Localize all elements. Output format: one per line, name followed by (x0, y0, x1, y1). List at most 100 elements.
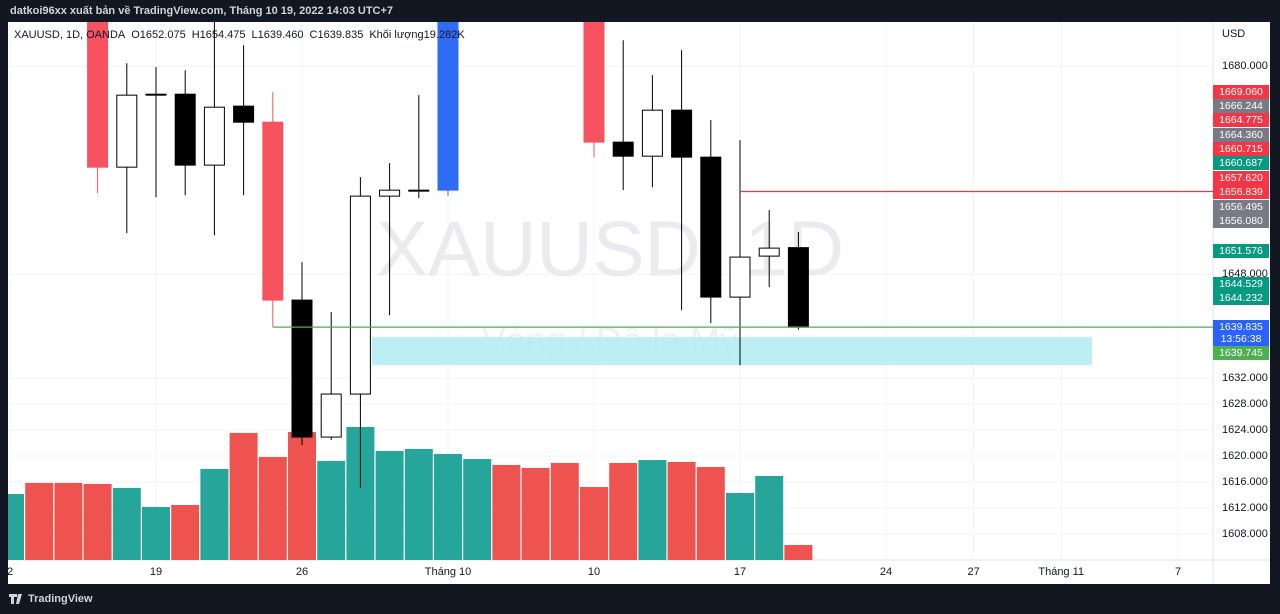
price-label: 1660.715 (1219, 143, 1263, 155)
countdown: 13:56:38 (1221, 333, 1262, 345)
volume-bar (784, 544, 813, 560)
volume-bar (317, 460, 346, 560)
price-label-box (1213, 277, 1269, 291)
price-label: 1656.839 (1219, 186, 1263, 198)
price-label: 1656.495 (1219, 201, 1263, 213)
price-label: 1656.080 (1219, 215, 1263, 227)
y-tick-label: 1608.000 (1222, 528, 1268, 540)
volume-bar (171, 504, 200, 560)
plot: XAUUSD, 1DVàng / Đô la Mỹ (8, 22, 1213, 560)
price-label: 1664.775 (1219, 114, 1263, 126)
y-tick-label: 1620.000 (1222, 450, 1268, 462)
candle-body (262, 121, 284, 301)
x-tick-label: 10 (588, 566, 600, 578)
y-tick-label: 1680.000 (1222, 60, 1268, 72)
candle-body (233, 105, 255, 123)
y-tick-label: 1632.000 (1222, 372, 1268, 384)
price-label-box (1213, 171, 1269, 185)
y-tick-label: 1616.000 (1222, 476, 1268, 488)
candle-body (320, 393, 342, 438)
candle-body (612, 141, 634, 157)
price-label: 1664.360 (1219, 129, 1263, 141)
axes: USD 1680.0001648.0001632.0001628.0001624… (7, 28, 1269, 578)
volume-bar (696, 467, 725, 560)
logo: TradingView (9, 593, 93, 605)
price-label: 1639.745 (1219, 347, 1263, 359)
volume-bar (434, 453, 462, 560)
volume-bar (200, 468, 229, 560)
price-label: 1666.244 (1219, 100, 1263, 112)
volume-bar (492, 465, 521, 560)
price-label: 1669.060 (1219, 86, 1263, 98)
y-tick-label: 1628.000 (1222, 398, 1268, 410)
volume-bar (580, 487, 608, 560)
candle-body (116, 94, 138, 168)
x-tick-label: 27 (967, 566, 979, 578)
price-label-box (1213, 200, 1269, 214)
price-label-box (1213, 244, 1269, 258)
volume-bar (550, 462, 579, 560)
volume-bar (83, 483, 112, 560)
candle-body (729, 256, 751, 298)
price-label-box (1213, 346, 1269, 360)
header-item: O1652.075 (131, 29, 185, 41)
candle-body (437, 22, 459, 191)
volume-bar (521, 467, 550, 560)
price-label: 1639.835 (1219, 321, 1263, 333)
volume-bar (463, 459, 492, 560)
y-tick-label: 1612.000 (1222, 502, 1268, 514)
x-tick-label: 24 (880, 566, 892, 578)
candle-body (379, 189, 401, 197)
candle-body (641, 109, 663, 157)
volume-bar (755, 475, 784, 560)
volume-bar (54, 482, 83, 560)
volume-bar (667, 461, 696, 560)
volume-bar (258, 456, 287, 560)
x-tick-label: 17 (734, 566, 746, 578)
volume-bar (229, 432, 258, 560)
volume-bar (609, 462, 638, 560)
candle-body (787, 247, 809, 328)
candle-body (758, 247, 780, 257)
zone (372, 337, 1092, 366)
candle-body (671, 109, 693, 158)
header-item: Khối lượng19.282K (369, 29, 465, 41)
x-tick-label: 2 (7, 566, 13, 578)
candle-body (349, 195, 371, 395)
price-label-box (1213, 85, 1269, 99)
volume-bar (726, 493, 754, 560)
header-item: H1654.475 (192, 29, 246, 41)
footer-brand: TradingView (28, 593, 93, 605)
x-tick-label: 19 (150, 566, 162, 578)
x-tick-label: 26 (296, 566, 308, 578)
volume-bar (112, 487, 141, 560)
candle-body (408, 189, 430, 192)
publisher-line: datkoi96xx xuất bản về TradingView.com, … (10, 5, 393, 17)
x-tick-label: Tháng 10 (425, 566, 471, 578)
price-label: 1644.529 (1219, 278, 1263, 290)
price-label-box (1213, 99, 1269, 113)
price-label: 1657.620 (1219, 172, 1263, 184)
volume-bar (375, 450, 404, 560)
currency-label: USD (1222, 28, 1245, 40)
candle-body (174, 93, 196, 166)
price-label: 1644.232 (1219, 292, 1263, 304)
price-label: 1651.576 (1219, 245, 1263, 257)
y-tick-label: 1624.000 (1222, 424, 1268, 436)
candle-body (87, 22, 109, 168)
x-tick-label: 7 (1175, 566, 1181, 578)
header-item: C1639.835 (310, 29, 364, 41)
volume-bar (404, 448, 433, 560)
candle-body (203, 106, 225, 166)
header-item: L1639.460 (252, 29, 304, 41)
volume-bar (142, 507, 170, 560)
volume-bar (8, 494, 24, 560)
price-label-box (1213, 156, 1269, 170)
price-label-box (1213, 142, 1269, 156)
price-label-box (1213, 128, 1269, 142)
price-label-box (1213, 291, 1269, 305)
volume-bar (638, 460, 667, 560)
price-label-box (1213, 185, 1269, 199)
volume-bar (288, 432, 316, 560)
